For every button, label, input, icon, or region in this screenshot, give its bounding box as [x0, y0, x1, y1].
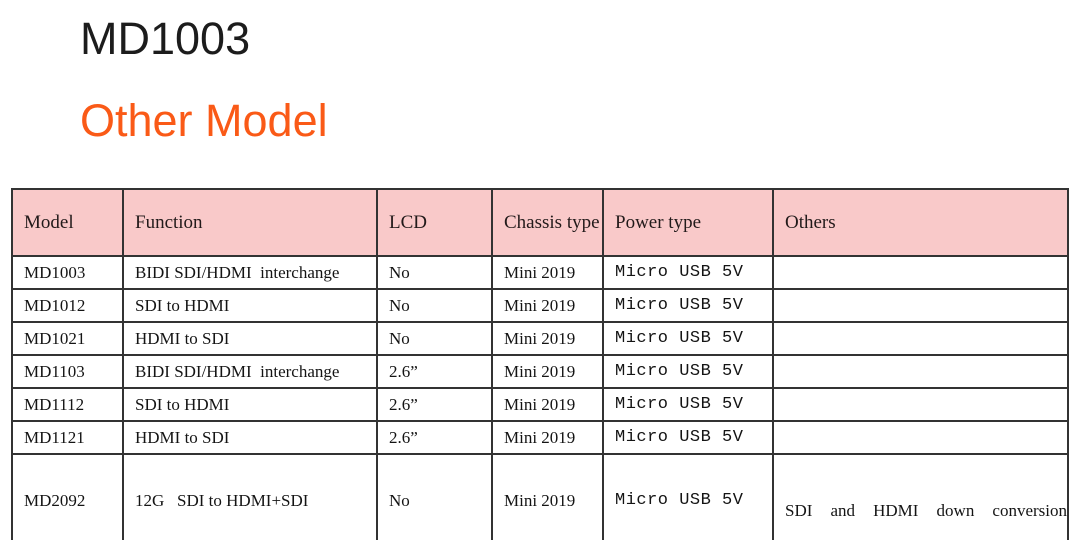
function-cell: HDMI to SDI — [122, 420, 378, 455]
table-row: MD1021 HDMI to SDI No Mini 2019 Micro US… — [11, 321, 1069, 356]
power-cell: Micro USB 5V — [602, 255, 774, 290]
power-cell: Micro USB 5V — [602, 321, 774, 356]
chassis-cell: Mini 2019 — [491, 387, 604, 422]
header-model: Model — [11, 188, 124, 257]
header-row: Model Function LCD Chassis type Power ty… — [11, 188, 1069, 257]
lcd-cell: No — [376, 288, 493, 323]
header-lcd: LCD — [376, 188, 493, 257]
others-cell — [772, 354, 1069, 389]
table-row: MD2092 12G SDI to HDMI+SDI No Mini 2019 … — [11, 453, 1069, 540]
others-cell — [772, 255, 1069, 290]
power-cell: Micro USB 5V — [602, 288, 774, 323]
model-spec-table: Model Function LCD Chassis type Power ty… — [11, 188, 1069, 540]
power-cell: Micro USB 5V — [602, 420, 774, 455]
chassis-cell: Mini 2019 — [491, 420, 604, 455]
table-row: MD1103 BIDI SDI/HDMI interchange 2.6” Mi… — [11, 354, 1069, 389]
model-cell: MD1121 — [11, 420, 124, 455]
others-cell — [772, 288, 1069, 323]
function-cell: BIDI SDI/HDMI interchange — [122, 255, 378, 290]
page-subtitle: Other Model — [80, 95, 328, 146]
header-others: Others — [772, 188, 1069, 257]
lcd-cell: No — [376, 255, 493, 290]
power-cell: Micro USB 5V — [602, 453, 774, 540]
function-cell: HDMI to SDI — [122, 321, 378, 356]
header-function: Function — [122, 188, 378, 257]
table-row: MD1003 BIDI SDI/HDMI interchange No Mini… — [11, 255, 1069, 290]
model-cell: MD2092 — [11, 453, 124, 540]
function-cell: BIDI SDI/HDMI interchange — [122, 354, 378, 389]
chassis-cell: Mini 2019 — [491, 453, 604, 540]
chassis-cell: Mini 2019 — [491, 255, 604, 290]
model-cell: MD1103 — [11, 354, 124, 389]
table-header: Model Function LCD Chassis type Power ty… — [11, 188, 1069, 257]
others-merged-cell: SDI and HDMI down conversion output: 4K-… — [772, 453, 1069, 540]
others-cell — [772, 321, 1069, 356]
table-row: MD1121 HDMI to SDI 2.6” Mini 2019 Micro … — [11, 420, 1069, 455]
lcd-cell: 2.6” — [376, 387, 493, 422]
header-power: Power type — [602, 188, 774, 257]
header-chassis: Chassis type — [491, 188, 604, 257]
function-cell: SDI to HDMI — [122, 387, 378, 422]
others-cell — [772, 387, 1069, 422]
lcd-cell: 2.6” — [376, 420, 493, 455]
chassis-cell: Mini 2019 — [491, 321, 604, 356]
function-cell: SDI to HDMI — [122, 288, 378, 323]
lcd-cell: No — [376, 321, 493, 356]
chassis-cell: Mini 2019 — [491, 354, 604, 389]
model-cell: MD1012 — [11, 288, 124, 323]
table-row: MD1012 SDI to HDMI No Mini 2019 Micro US… — [11, 288, 1069, 323]
model-cell: MD1003 — [11, 255, 124, 290]
page-title: MD1003 — [80, 13, 251, 64]
power-cell: Micro USB 5V — [602, 387, 774, 422]
function-cell: 12G SDI to HDMI+SDI — [122, 453, 378, 540]
power-cell: Micro USB 5V — [602, 354, 774, 389]
lcd-cell: 2.6” — [376, 354, 493, 389]
chassis-cell: Mini 2019 — [491, 288, 604, 323]
others-cell — [772, 420, 1069, 455]
lcd-cell: No — [376, 453, 493, 540]
model-cell: MD1112 — [11, 387, 124, 422]
table-body: MD1003 BIDI SDI/HDMI interchange No Mini… — [11, 255, 1069, 540]
model-cell: MD1021 — [11, 321, 124, 356]
table-row: MD1112 SDI to HDMI 2.6” Mini 2019 Micro … — [11, 387, 1069, 422]
others-note-line1: SDI and HDMI down conversion — [785, 501, 1067, 520]
